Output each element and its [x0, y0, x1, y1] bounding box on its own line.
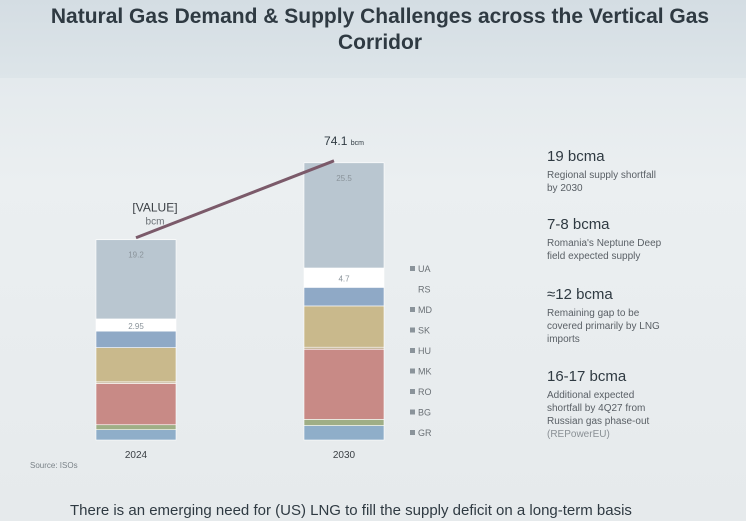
- title-band: [0, 0, 746, 78]
- legend-swatch-rs: [410, 287, 415, 292]
- slide-title: Natural Gas Demand & Supply Challenges a…: [50, 5, 710, 54]
- callout-detail: Additional expected shortfall by 4Q27 fr…: [547, 390, 650, 427]
- legend-swatch-bg: [410, 409, 415, 415]
- legend-label-bg: BG: [418, 408, 431, 418]
- bar-value-label: 19.2: [128, 251, 144, 260]
- category-label-2024: 2024: [125, 450, 148, 461]
- bar-segment-rs-2030: [303, 162, 385, 269]
- callout-source: (REPowerEU): [547, 429, 610, 440]
- callout-4: 16-17 bcma Additional expected shortfall …: [547, 368, 649, 441]
- bar-segment-mk-2030: [303, 346, 385, 350]
- total-label-2030: 74.1 bcm: [324, 134, 364, 148]
- callout-detail: Remaining gap to be covered primarily by…: [547, 308, 660, 345]
- trend-line: [135, 159, 335, 240]
- bar-segment-ro-2024: [95, 383, 177, 426]
- bar-segment-hu-2024: [95, 347, 177, 383]
- callout-3: ≈12 bcma Remaining gap to be covered prim…: [547, 286, 660, 346]
- bar-value-label: 4.7: [338, 275, 350, 284]
- callout-headline: 16-17 bcma: [547, 368, 627, 385]
- legend-label-ro: RO: [418, 387, 432, 397]
- bar-segment-sk-2024: [95, 330, 177, 348]
- bar-segment-hu-2030: [303, 305, 385, 348]
- callout-detail: Regional supply shortfall by 2030: [547, 170, 656, 194]
- bar-segment-rs-2024: [95, 239, 177, 320]
- legend-label-gr: GR: [418, 428, 432, 438]
- legend-swatch-mk: [410, 368, 415, 374]
- legend-swatch-sk: [410, 327, 415, 333]
- bar-segment-sk-2030: [303, 287, 385, 307]
- legend-swatch-gr: [410, 430, 415, 435]
- legend-label-ua: UA: [418, 264, 431, 274]
- callout-2: 7-8 bcma Romania's Neptune Deep field exp…: [547, 216, 661, 263]
- total-unit-2024: bcm: [146, 217, 165, 228]
- legend-label-sk: SK: [418, 326, 430, 336]
- callout-headline: 7-8 bcma: [547, 216, 610, 233]
- legend-swatch-hu: [410, 348, 415, 353]
- legend-label-md: MD: [418, 305, 432, 315]
- legend-label-mk: MK: [418, 367, 432, 377]
- bar-segment-gr-2024: [95, 429, 177, 441]
- bar-segment-bg-2024: [95, 424, 177, 430]
- bottom-statement: There is an emerging need for (US) LNG t…: [70, 502, 632, 519]
- legend-label-rs: RS: [418, 285, 431, 295]
- legend-label-hu: HU: [418, 346, 431, 356]
- legend-swatch-md: [410, 307, 415, 312]
- legend-swatch-ua: [410, 266, 415, 271]
- callout-1: 19 bcma Regional supply shortfall by 2030: [547, 148, 656, 195]
- bar-value-label: 25.5: [336, 174, 352, 183]
- bar-segment-gr-2030: [303, 425, 385, 441]
- callout-headline: ≈12 bcma: [547, 286, 613, 303]
- category-label-2030: 2030: [333, 450, 356, 461]
- bar-segment-bg-2030: [303, 419, 385, 426]
- callout-headline: 19 bcma: [547, 148, 605, 165]
- bar-value-label: 2.95: [128, 322, 144, 331]
- total-label-2024: [VALUE]: [132, 201, 177, 215]
- source-note: Source: ISOs: [30, 461, 78, 470]
- callout-detail: Romania's Neptune Deep field expected su…: [547, 238, 662, 262]
- legend-swatch-ro: [410, 389, 415, 394]
- bar-segment-ro-2030: [303, 348, 385, 420]
